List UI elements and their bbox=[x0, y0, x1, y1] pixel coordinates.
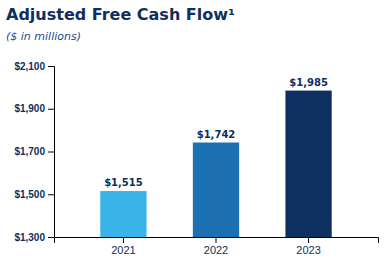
y-tick-mark bbox=[48, 152, 54, 153]
y-tick: $1,900 bbox=[14, 103, 54, 114]
y-tick-label: $1,500 bbox=[14, 189, 45, 200]
y-tick-label: $1,900 bbox=[14, 103, 45, 114]
y-axis-line bbox=[48, 67, 55, 238]
data-label: $1,985 bbox=[289, 77, 328, 88]
x-tick-mark bbox=[216, 237, 217, 243]
x-tick-mark bbox=[123, 237, 124, 243]
bar bbox=[285, 91, 331, 237]
y-tick: $1,500 bbox=[14, 189, 54, 200]
x-tick-mark bbox=[308, 237, 309, 243]
y-tick-label: $1,300 bbox=[14, 232, 45, 243]
y-tick: $1,700 bbox=[14, 146, 54, 157]
x-tick-label: 2023 bbox=[296, 244, 320, 256]
data-label: $1,515 bbox=[104, 177, 143, 188]
bar bbox=[193, 143, 239, 237]
y-tick-label: $1,700 bbox=[14, 146, 45, 157]
x-tick: 2023 bbox=[296, 237, 320, 256]
y-tick-mark bbox=[48, 194, 54, 195]
x-tick: 2021 bbox=[111, 237, 135, 256]
plot: $1,300$1,500$1,700$1,900$2,1002021202220… bbox=[14, 61, 378, 256]
y-axis: $1,300 $1,500 $1,700 $1,900 $2,100 bbox=[14, 61, 54, 243]
chart: Adjusted Free Cash Flow¹ ($ in millions) $… bbox=[0, 0, 392, 263]
title: Adjusted Free Cash Flow¹ bbox=[6, 5, 235, 24]
data-label: $1,742 bbox=[197, 129, 236, 140]
x-tick: 2022 bbox=[204, 237, 228, 256]
data-labels: $1,515 $1,742 $1,985 bbox=[104, 77, 328, 188]
bar bbox=[100, 191, 146, 237]
y-tick-label: $2,100 bbox=[14, 61, 45, 72]
x-tick-label: 2022 bbox=[204, 244, 228, 256]
y-tick-mark bbox=[48, 109, 54, 110]
x-axis-line bbox=[55, 238, 379, 244]
y-tick-mark bbox=[48, 66, 54, 67]
y-tick: $1,300 bbox=[14, 232, 54, 243]
x-axis: 2021 2022 2023 bbox=[55, 237, 379, 256]
y-tick: $2,100 bbox=[14, 61, 54, 72]
subtitle: ($ in millions) bbox=[6, 30, 81, 43]
y-tick-mark bbox=[48, 237, 54, 238]
bars bbox=[100, 91, 331, 237]
x-tick-label: 2021 bbox=[111, 244, 135, 256]
